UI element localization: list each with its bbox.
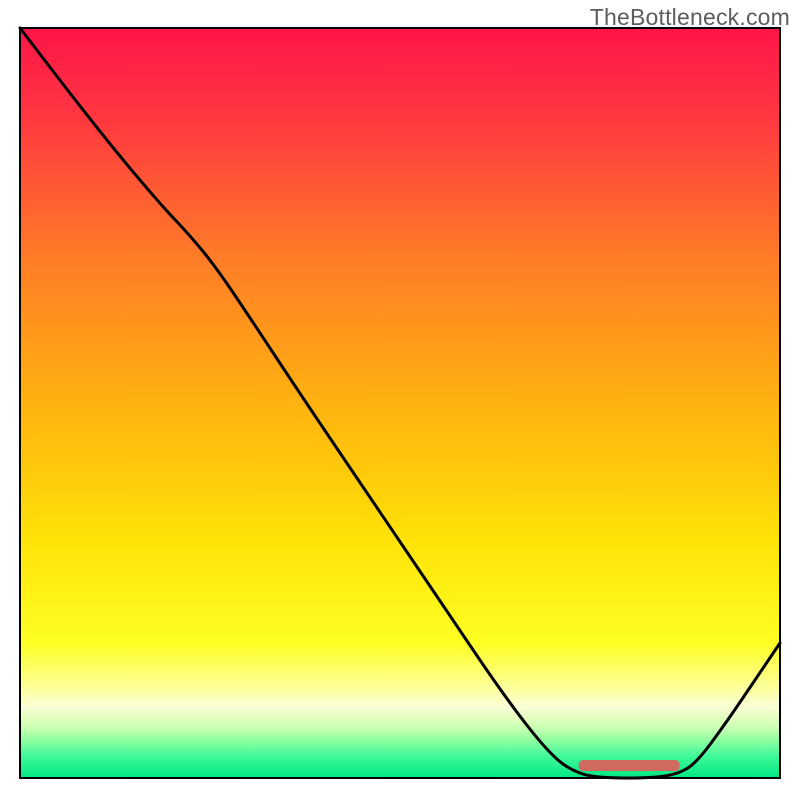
optimal-range-bar [579, 760, 680, 771]
watermark-text: TheBottleneck.com [590, 4, 790, 31]
bottleneck-chart: TheBottleneck.com [0, 0, 800, 800]
plot-background [20, 28, 780, 778]
chart-svg [0, 0, 800, 800]
